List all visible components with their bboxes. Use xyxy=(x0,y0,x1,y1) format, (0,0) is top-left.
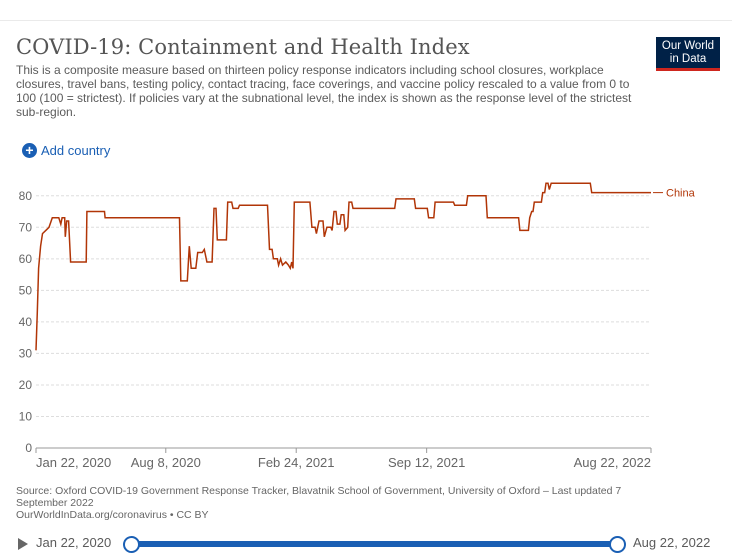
logo-line-1: Our World xyxy=(661,40,715,52)
y-tick-label: 30 xyxy=(19,346,33,360)
timeline-end-handle[interactable] xyxy=(609,536,626,553)
chart-grid xyxy=(36,195,651,417)
logo-accent-bar xyxy=(656,68,720,71)
owid-logo[interactable]: Our World in Data xyxy=(656,37,720,71)
timeline: Jan 22, 2020 Aug 22, 2022 xyxy=(0,528,732,558)
x-tick-label: Feb 24, 2021 xyxy=(258,455,335,470)
y-tick-label: 60 xyxy=(19,252,33,266)
source-note: Source: Oxford COVID-19 Government Respo… xyxy=(16,485,622,509)
x-axis: Jan 22, 2020 Aug 8, 2020 Feb 24, 2021 Sep 1… xyxy=(35,447,652,470)
timeline-track[interactable] xyxy=(131,541,618,547)
series-layer: China xyxy=(35,182,696,351)
y-tick-label: 0 xyxy=(25,441,32,455)
plus-icon: + xyxy=(22,143,37,158)
license-link[interactable]: OurWorldInData.org/coronavirus • CC BY xyxy=(16,509,209,521)
logo-line-2: in Data xyxy=(669,53,707,65)
series-line-china xyxy=(35,182,651,351)
chart-footer: Source: Oxford COVID-19 Government Respo… xyxy=(16,485,656,521)
timeline-end-label: Aug 22, 2022 xyxy=(633,535,711,550)
x-tick-label: Aug 22, 2022 xyxy=(574,455,651,470)
chart-title: COVID-19: Containment and Health Index xyxy=(16,35,470,59)
y-tick-label: 70 xyxy=(19,220,33,234)
y-tick-label: 40 xyxy=(19,315,33,329)
x-tick-label: Sep 12, 2021 xyxy=(388,455,465,470)
x-tick-label: Aug 8, 2020 xyxy=(131,455,201,470)
add-country-label: Add country xyxy=(41,143,111,158)
y-tick-label: 20 xyxy=(19,378,33,392)
y-tick-label: 10 xyxy=(19,409,33,423)
x-tick-label: Jan 22, 2020 xyxy=(36,455,111,470)
chart-subtitle: This is a composite measure based on thi… xyxy=(16,63,632,119)
add-country-button[interactable]: + Add country xyxy=(22,143,110,158)
timeline-start-label: Jan 22, 2020 xyxy=(36,535,112,550)
y-tick-label: 50 xyxy=(19,283,33,297)
top-bar xyxy=(0,0,732,21)
timeline-start-handle[interactable] xyxy=(123,536,140,553)
series-label: China xyxy=(666,188,696,200)
play-icon[interactable] xyxy=(18,538,28,550)
y-tick-label: 80 xyxy=(19,189,33,203)
y-axis: 0 10 20 30 40 50 60 70 80 xyxy=(19,189,33,455)
